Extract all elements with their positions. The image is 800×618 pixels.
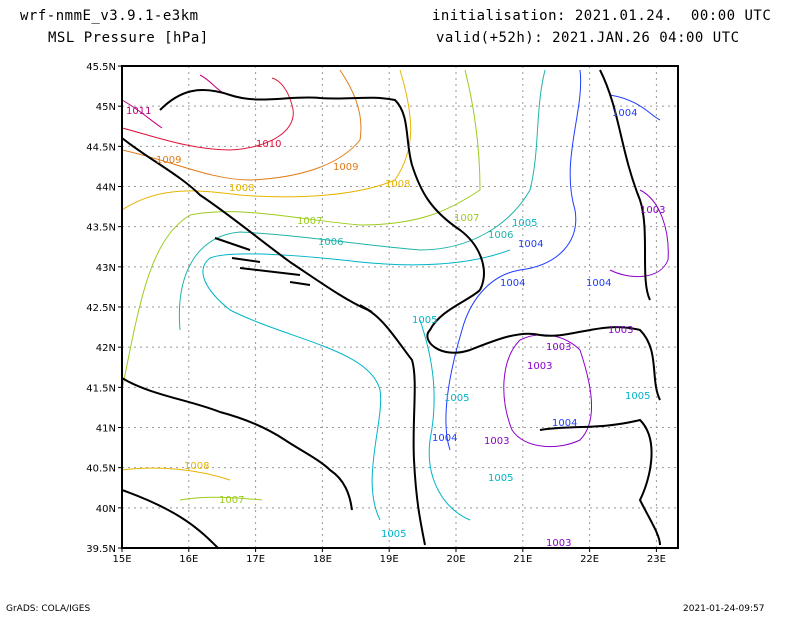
isobar-1003 <box>503 189 669 448</box>
islands <box>214 237 373 313</box>
isobar-1010 <box>121 77 294 151</box>
contour-label: 1008 <box>385 179 410 190</box>
contour-label: 1004 <box>518 239 543 250</box>
contour-label: 1004 <box>432 433 457 444</box>
contour-label: 1007 <box>297 216 322 227</box>
contour-label: 1005 <box>625 391 650 402</box>
lat-tick-label: 44.5N <box>86 142 116 153</box>
coastlines-borders <box>121 69 661 549</box>
lon-tick-label: 22E <box>580 554 599 565</box>
border-north <box>159 89 485 291</box>
lat-lon-grid <box>122 66 678 548</box>
lat-tick-label: 45N <box>96 102 116 113</box>
isobar-1004 <box>445 69 661 451</box>
contour-label: 1010 <box>256 139 281 150</box>
isobar-1007 <box>121 69 481 501</box>
contour-label: 1003 <box>640 205 665 216</box>
contour-labels: 1011 1010 1009 1009 1008 1008 1007 1007 1006 1006… <box>126 106 665 549</box>
contour-label: 1005 <box>412 315 437 326</box>
contour-label: 1009 <box>333 162 358 173</box>
isobar-1005 <box>202 249 511 521</box>
isobar-1008 <box>121 69 412 481</box>
contour-label: 1003 <box>546 538 571 549</box>
lon-tick-label: 19E <box>380 554 399 565</box>
model-name: wrf-nmmE_v3.9.1-e3km <box>20 8 199 24</box>
border-south <box>426 289 661 546</box>
contour-label: 1004 <box>552 418 577 429</box>
isobar-1009 <box>121 69 362 181</box>
contour-label: 1009 <box>156 155 181 166</box>
contour-label: 1004 <box>612 108 637 119</box>
contour-label: 1005 <box>444 393 469 404</box>
contour-label: 1005 <box>381 529 406 540</box>
contour-label: 1007 <box>219 495 244 506</box>
adriatic-coast-east <box>121 137 426 546</box>
lat-tick-label: 42.5N <box>86 303 116 314</box>
lat-tick-label: 43.5N <box>86 223 116 234</box>
lon-tick-label: 16E <box>179 554 198 565</box>
lon-tick-label: 17E <box>246 554 265 565</box>
contour-label: 1005 <box>488 473 513 484</box>
contour-label: 1003 <box>527 361 552 372</box>
isobar-contours <box>121 69 669 521</box>
lon-tick-label: 15E <box>112 554 131 565</box>
footer-timestamp: 2021-01-24-09:57 <box>683 604 765 614</box>
lat-tick-label: 45.5N <box>86 62 116 73</box>
valid-time: valid(+52h): 2021.JAN.26 04:00 UTC <box>436 30 740 46</box>
contour-label: 1004 <box>500 278 525 289</box>
lat-tick-label: 43N <box>96 263 116 274</box>
contour-label: 1008 <box>184 461 209 472</box>
contour-label: 1008 <box>229 183 254 194</box>
contour-label: 1007 <box>454 213 479 224</box>
contour-label: 1003 <box>546 342 571 353</box>
contour-label: 1005 <box>512 218 537 229</box>
contour-label: 1006 <box>318 237 343 248</box>
contour-label: 1003 <box>608 325 633 336</box>
lon-tick-label: 20E <box>446 554 465 565</box>
lat-tick-label: 42N <box>96 343 116 354</box>
lat-tick-label: 44N <box>96 183 116 194</box>
footer-credit: GrADS: COLA/IGES <box>6 604 91 614</box>
lat-tick-label: 41.5N <box>86 383 116 394</box>
contour-label: 1004 <box>586 278 611 289</box>
isobar-1011 <box>121 74 223 129</box>
contour-label: 1003 <box>484 436 509 447</box>
lon-tick-label: 21E <box>513 554 532 565</box>
isobar-1006 <box>178 69 546 331</box>
contour-label: 1011 <box>126 106 151 117</box>
axis-ticks: 15E 16E 17E 18E 19E 20E 21E 22E 23E 45.5N 45N 44.5N… <box>86 62 666 565</box>
init-time: initialisation: 2021.01.24. 00:00 UTC <box>432 8 772 24</box>
lat-tick-label: 39.5N <box>86 544 116 555</box>
field-name: MSL Pressure [hPa] <box>48 30 209 46</box>
lon-tick-label: 18E <box>313 554 332 565</box>
contour-label: 1006 <box>488 230 513 241</box>
lon-tick-label: 23E <box>647 554 666 565</box>
lat-tick-label: 40.5N <box>86 464 116 475</box>
lat-tick-label: 41N <box>96 424 116 435</box>
border-east <box>599 69 651 301</box>
lat-tick-label: 40N <box>96 504 116 515</box>
italy-coast <box>121 377 353 549</box>
